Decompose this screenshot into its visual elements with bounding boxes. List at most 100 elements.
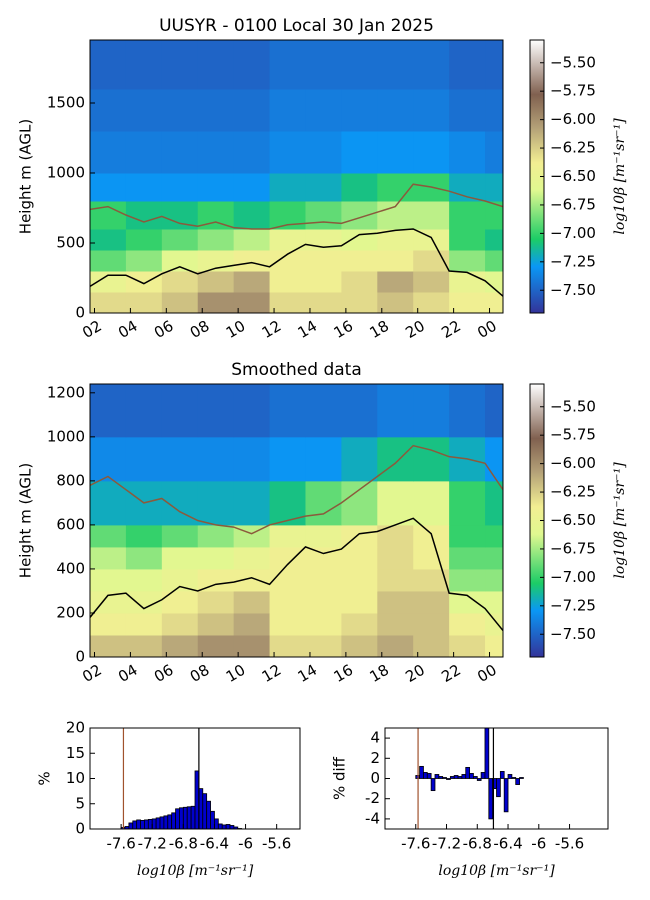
x-tick-label: 20 <box>402 661 428 686</box>
heatmap-cell <box>269 634 306 657</box>
heatmap-cell <box>305 40 342 90</box>
y-tick-label: 20 <box>66 719 85 737</box>
heatmap-cell <box>161 173 199 202</box>
bar <box>438 776 444 779</box>
heatmap-cell <box>413 634 450 657</box>
x-tick-label: 04 <box>115 317 141 342</box>
bar <box>457 776 463 779</box>
x-tick-label: -6.4 <box>200 835 229 853</box>
heatmap-cell <box>485 173 503 202</box>
heatmap-cell <box>161 524 199 548</box>
x-tick-label: -7.2 <box>138 835 167 853</box>
x-tick-label: 06 <box>151 661 177 686</box>
bar <box>426 773 432 779</box>
heatmap-cell <box>341 89 378 132</box>
colorbar-tick-label: −6.00 <box>550 454 596 472</box>
x-tick-label: -7.6 <box>106 835 135 853</box>
heatmap-cell <box>305 480 342 526</box>
bar <box>221 824 227 829</box>
heatmap-cell <box>377 250 414 272</box>
colorbar-tick-label: −6.75 <box>550 539 596 557</box>
heatmap-cell <box>413 436 450 482</box>
heatmap-cell <box>305 524 342 548</box>
heatmap-cell <box>161 634 199 657</box>
heatmap-cell <box>377 40 414 90</box>
heatmap-cell <box>377 384 414 438</box>
x-tick-label: 18 <box>367 317 393 342</box>
heatmap-cell <box>341 436 378 482</box>
plot-area <box>90 384 503 657</box>
heatmap-cell <box>161 229 199 251</box>
bar <box>175 808 180 829</box>
heatmap-cell <box>341 40 378 90</box>
heatmap-cell <box>377 89 414 132</box>
heatmap-cell <box>377 480 414 526</box>
heatmap-cell <box>125 436 163 482</box>
heatmap-cell <box>341 590 378 614</box>
x-tick-label: 00 <box>474 661 500 686</box>
heatmap-cell <box>90 250 127 272</box>
heatmap-cell <box>269 546 306 570</box>
x-tick-label: -7.2 <box>432 835 461 853</box>
heatmap-cell <box>90 131 127 174</box>
heatmap-cell <box>125 173 163 202</box>
panel: -7.6 -7.2 -6.8 -6.4 -6 -5.6 log10β [m⁻¹sr⁻¹] 0 5… <box>36 719 301 879</box>
heatmap-cell <box>197 568 235 592</box>
bar <box>461 774 467 779</box>
heatmap-cell <box>413 229 450 251</box>
heatmap-cell <box>233 173 271 202</box>
bar <box>225 824 231 829</box>
heatmap-cell <box>413 384 450 438</box>
heatmap-cell <box>233 250 271 272</box>
x-tick-label: 16 <box>331 317 357 342</box>
y-tick-label: 1000 <box>47 427 85 445</box>
bar <box>430 778 436 792</box>
heatmap-cell <box>449 546 486 570</box>
heatmap-cell <box>125 384 163 438</box>
heatmap-cell <box>449 89 486 132</box>
heatmap-cell <box>377 634 414 657</box>
colorbar-tick-label: −5.50 <box>550 53 596 71</box>
y-tick-label: 2 <box>370 749 380 767</box>
heatmap-cell <box>197 634 235 657</box>
heatmap-cell <box>161 568 199 592</box>
heatmap-cell <box>233 436 271 482</box>
heatmap-cell <box>305 250 342 272</box>
heatmap-cell <box>377 546 414 570</box>
heatmap-cell <box>341 568 378 592</box>
bar <box>217 823 223 829</box>
heatmap-cell <box>233 568 271 592</box>
bar <box>465 766 470 779</box>
heatmap-cell <box>377 271 414 293</box>
heatmap-cell <box>269 292 306 313</box>
y-tick-label: 600 <box>56 515 85 533</box>
heatmap-cell <box>305 568 342 592</box>
heatmap-cell <box>269 271 306 293</box>
heatmap-cell <box>449 634 486 657</box>
heatmap-cell <box>413 292 450 313</box>
heatmap-cell <box>413 568 450 592</box>
heatmap-cell <box>90 292 127 313</box>
bar <box>206 800 211 829</box>
heatmap-cell <box>341 173 378 202</box>
heatmap-cell <box>485 524 503 548</box>
heatmap-cell <box>449 480 486 526</box>
heatmap-cell <box>485 201 503 230</box>
y-tick-label: 1000 <box>47 164 85 182</box>
heatmap-cell <box>90 480 127 526</box>
heatmap-cell <box>341 201 378 230</box>
heatmap-cell <box>90 89 127 132</box>
heatmap-cell <box>197 131 235 174</box>
bar <box>515 778 520 785</box>
heatmap-cell <box>125 590 163 614</box>
axes-frame <box>89 383 504 658</box>
heatmap-cell <box>377 173 414 202</box>
heatmap-cell <box>161 436 199 482</box>
heatmap-cell <box>197 612 235 636</box>
colorbar-tick-label: −6.50 <box>550 167 596 185</box>
x-tick-label: -6.8 <box>169 835 198 853</box>
heatmap-cell <box>125 568 163 592</box>
x-tick-label: -6 <box>531 835 546 853</box>
heatmap-cell <box>161 590 199 614</box>
